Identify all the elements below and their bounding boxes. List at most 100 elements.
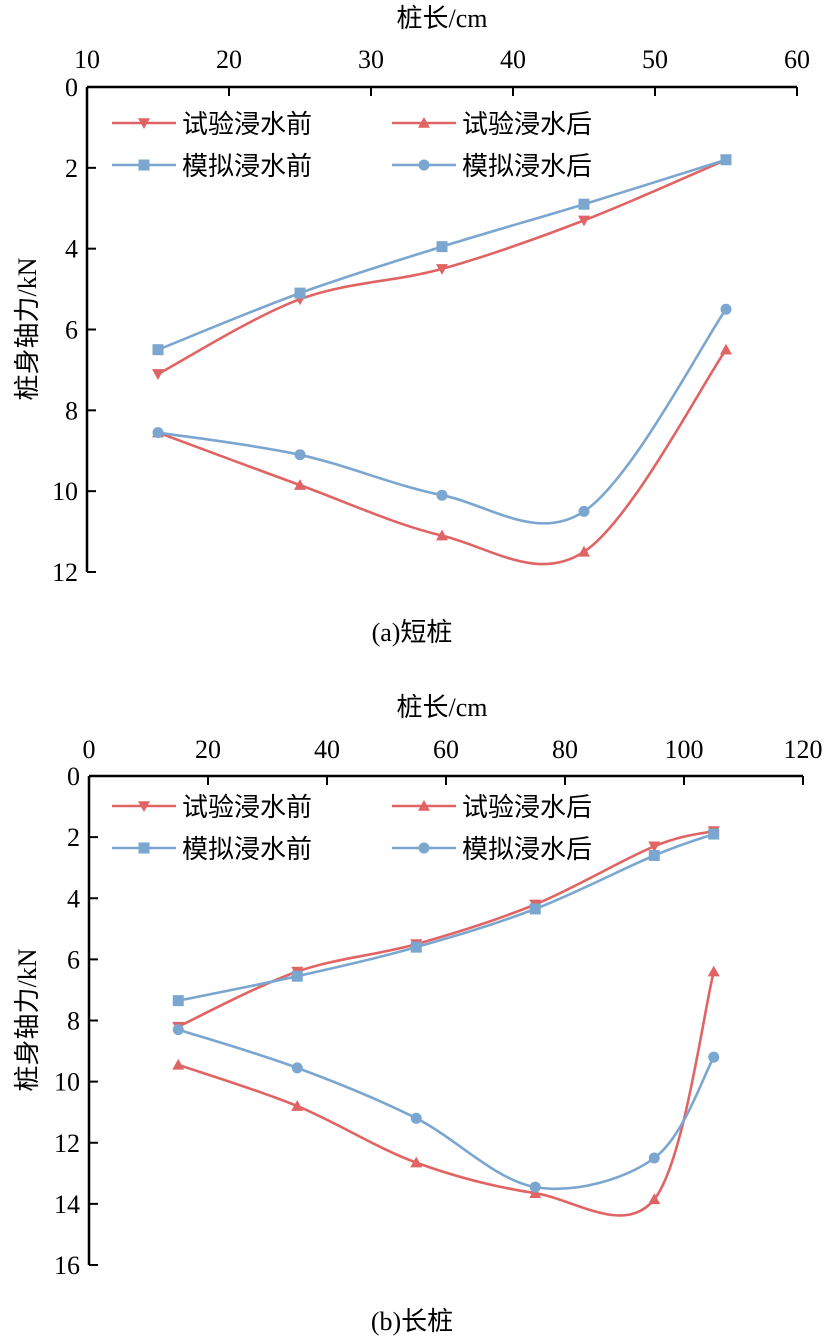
chart-a-data-point	[436, 264, 448, 275]
chart-a-legend-item: 模拟浸水后	[392, 152, 592, 182]
chart-a-data-point	[720, 303, 732, 315]
chart-a-series-4	[152, 303, 732, 525]
chart-a-data-point	[436, 489, 448, 501]
chart-b-y-tick-label: 6	[67, 945, 80, 974]
chart-b-x-tick-label: 80	[552, 735, 578, 764]
chart-a-data-point	[578, 215, 590, 227]
chart-b-data-point	[648, 849, 660, 861]
chart-b-data-point	[707, 965, 720, 977]
chart-b-legend-label: 试验浸水前	[182, 793, 312, 823]
chart-b-data-point	[529, 1181, 541, 1193]
legend-marker-icon	[418, 117, 430, 128]
chart-b-legend-label: 试验浸水后	[462, 793, 592, 823]
chart-a-legend-label: 试验浸水后	[462, 110, 592, 140]
chart-b-series-line	[177, 1028, 715, 1191]
chart-a-data-point	[578, 505, 590, 517]
chart-a-data-point	[294, 449, 306, 461]
chart-a-x-tick-label: 50	[642, 45, 668, 74]
chart-a-legend-label: 模拟浸水前	[182, 152, 312, 182]
chart-b-data-point	[172, 995, 184, 1007]
chart-a-series-line	[157, 308, 728, 525]
chart-b-y-tick-label: 10	[54, 1068, 80, 1097]
chart-a-y-tick-label: 0	[65, 73, 78, 102]
chart-b-legend-label: 模拟浸水后	[462, 835, 592, 865]
chart-a-x-axis-title: 桩长/cm	[397, 4, 488, 33]
chart-b-data-point	[291, 1100, 304, 1111]
chart-b-data-point	[410, 941, 422, 953]
legend-marker-icon	[418, 159, 430, 171]
chart-b-data-point	[172, 1058, 185, 1070]
legend-marker-icon	[138, 801, 150, 812]
chart-b-x-tick-label: 40	[314, 735, 340, 764]
chart-b-y-tick-label: 4	[67, 884, 80, 913]
chart-a-x-tick-label: 60	[784, 45, 810, 74]
chart-a-x-tick-label: 30	[358, 45, 384, 74]
chart-b-y-tick-label: 0	[67, 762, 80, 791]
chart-a-series-1	[152, 154, 732, 380]
chart-b-data-point	[708, 828, 720, 840]
legend-marker-icon	[418, 842, 430, 854]
chart-a-data-point	[294, 479, 306, 490]
chart-a-y-tick-label: 2	[65, 154, 78, 183]
chart-b-y-tick-label: 16	[54, 1251, 80, 1280]
chart-b-data-point	[291, 1062, 303, 1074]
chart-b-x-tick-label: 120	[784, 735, 823, 764]
chart-b-legend-label: 模拟浸水前	[182, 835, 312, 865]
chart-a-series-line	[157, 158, 727, 351]
legend-marker-icon	[138, 842, 150, 854]
chart-b-data-point	[708, 1051, 720, 1063]
chart-b-caption: (b)长桩	[371, 1307, 453, 1336]
legend-marker-icon	[138, 159, 150, 171]
chart-a-data-point	[720, 343, 732, 355]
chart-a-data-point	[152, 344, 164, 356]
chart-b-data-point	[648, 841, 661, 853]
chart-a-data-point	[578, 198, 590, 210]
chart-a-x-tick-label: 20	[216, 45, 242, 74]
chart-a-series-3	[152, 154, 732, 356]
chart-a-data-point	[720, 154, 732, 166]
chart-a-x-tick-label: 10	[74, 45, 100, 74]
chart-b-data-point	[529, 1187, 542, 1198]
chart-b-legend-item: 模拟浸水后	[392, 835, 592, 865]
chart-a-data-point	[294, 287, 306, 299]
chart-a-legend-item: 试验浸水后	[392, 110, 592, 140]
chart-b-data-point	[291, 970, 303, 982]
chart-b-x-tick-label: 0	[83, 735, 96, 764]
chart-a-data-point	[436, 241, 448, 253]
chart-b-y-tick-label: 12	[54, 1129, 80, 1158]
chart-b-x-axis-title: 桩长/cm	[397, 693, 488, 722]
chart-b-series-4	[172, 1024, 720, 1193]
chart-b-y-tick-label: 8	[67, 1007, 80, 1036]
chart-a-caption: (a)短桩	[372, 618, 453, 647]
chart-a-y-tick-label: 8	[65, 396, 78, 425]
chart-a-y-tick-label: 4	[65, 235, 78, 264]
chart-a-data-point	[578, 545, 590, 557]
chart-a-y-tick-label: 10	[52, 477, 78, 506]
chart-a-series-line	[157, 348, 728, 566]
chart-b-x-tick-label: 20	[195, 735, 221, 764]
chart-a-series-2	[152, 343, 732, 566]
chart-a-legend-item: 试验浸水前	[112, 110, 312, 140]
chart-b-series-2	[172, 965, 720, 1217]
chart-a-y-tick-label: 12	[52, 558, 78, 587]
chart-a-legend-label: 模拟浸水后	[462, 152, 592, 182]
chart-b-data-point	[648, 1193, 661, 1205]
chart-b-x-tick-label: 100	[665, 735, 704, 764]
chart-b-legend-item: 模拟浸水前	[112, 835, 312, 865]
chart-a-y-tick-label: 6	[65, 316, 78, 345]
chart-b-y-tick-label: 14	[54, 1190, 80, 1219]
chart-b-data-point	[410, 1112, 422, 1124]
legend-marker-icon	[138, 118, 150, 129]
chart-b-data-point	[529, 903, 541, 915]
chart-b-legend-item: 试验浸水后	[392, 793, 592, 823]
chart-b-series-3	[172, 828, 720, 1007]
chart-b-y-axis-title: 桩身轴力/kN	[13, 948, 42, 1091]
chart-b-data-point	[172, 1024, 184, 1036]
chart-a-data-point	[152, 369, 164, 380]
chart-b-series-line	[177, 971, 716, 1217]
chart-a-data-point	[436, 529, 448, 541]
chart-b-data-point	[648, 1152, 660, 1164]
